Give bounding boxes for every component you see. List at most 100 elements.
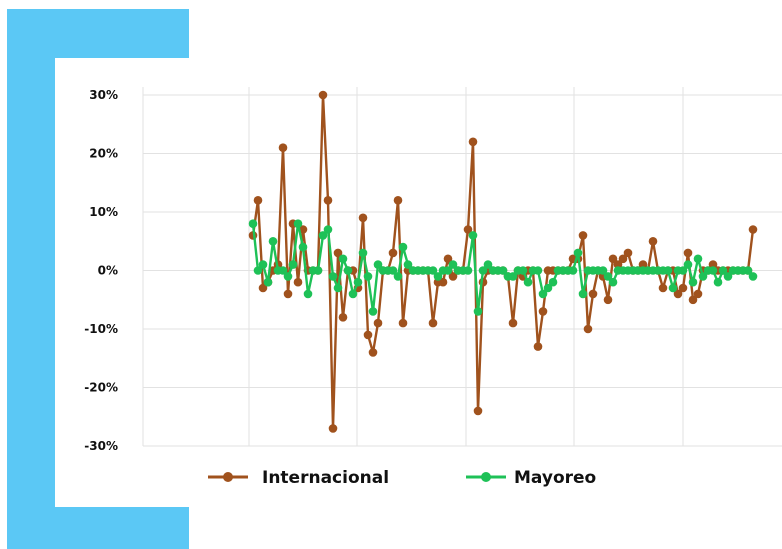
data-point: [443, 266, 453, 275]
data-point: [463, 266, 473, 275]
data-point: [688, 277, 698, 287]
data-point: [678, 266, 688, 275]
data-point: [443, 254, 453, 264]
data-point: [298, 242, 308, 252]
data-point: [318, 90, 328, 100]
y-axis-tick-labels: 30% 20% 10% 0% -10% -20% -30%: [84, 88, 118, 453]
data-point: [623, 248, 633, 258]
data-point: [428, 266, 438, 275]
y-tick-label: -30%: [84, 439, 118, 453]
legend-item-mayoreo: Mayoreo: [466, 468, 596, 488]
data-point: [683, 248, 693, 258]
data-point: [693, 254, 703, 264]
data-point: [353, 277, 363, 287]
data-point: [258, 260, 268, 269]
data-point: [713, 277, 723, 287]
legend-swatch-marker: [223, 472, 233, 482]
data-point: [603, 272, 613, 281]
data-point: [463, 225, 473, 234]
legend-item-internacional: Internacional: [208, 468, 389, 488]
data-point: [523, 277, 533, 287]
data-point: [403, 260, 413, 269]
data-point: [718, 266, 728, 275]
data-point: [268, 237, 278, 246]
data-point: [328, 424, 338, 433]
data-point: [568, 266, 578, 275]
data-point: [478, 266, 488, 275]
data-point: [508, 318, 518, 328]
data-point: [498, 266, 508, 275]
data-point: [293, 277, 303, 287]
data-point: [388, 248, 398, 258]
data-point: [363, 330, 373, 340]
data-point: [318, 231, 328, 240]
data-point: [368, 348, 378, 357]
data-point: [373, 260, 383, 269]
data-point: [468, 231, 478, 240]
legend-label: Mayoreo: [514, 468, 596, 488]
data-point: [373, 318, 383, 328]
data-point: [618, 254, 628, 264]
data-point: [508, 272, 518, 281]
legend: Internacional Mayoreo: [208, 468, 596, 488]
data-point: [708, 266, 718, 275]
data-point: [278, 143, 288, 152]
data-point: [328, 272, 338, 281]
series-line: [251, 93, 755, 430]
data-point: [448, 272, 458, 281]
data-point: [603, 295, 613, 305]
data-point: [673, 289, 683, 299]
data-point: [543, 283, 553, 293]
data-point: [663, 266, 673, 275]
data-point: [368, 307, 378, 316]
data-point: [743, 266, 753, 275]
data-point: [583, 324, 593, 334]
data-point: [483, 260, 493, 269]
data-point: [678, 283, 688, 293]
data-point: [688, 295, 698, 305]
data-point: [448, 260, 458, 269]
data-point: [263, 277, 273, 287]
data-point: [288, 260, 298, 269]
legend-swatch-marker: [481, 472, 491, 482]
data-point: [338, 313, 348, 322]
data-point: [253, 196, 263, 205]
data-point: [313, 266, 323, 275]
data-point: [748, 225, 758, 234]
y-tick-label: 10%: [89, 205, 118, 219]
data-point: [668, 283, 678, 293]
data-point: [283, 289, 293, 299]
data-point: [518, 266, 528, 275]
data-point: [323, 196, 333, 205]
data-point: [363, 272, 373, 281]
data-point: [248, 219, 258, 228]
data-point: [538, 289, 548, 299]
data-point: [538, 307, 548, 316]
data-point: [398, 242, 408, 252]
data-point: [533, 266, 543, 275]
data-point: [598, 266, 608, 275]
data-point: [303, 289, 313, 299]
data-point: [708, 260, 718, 269]
data-point: [683, 260, 693, 269]
data-point: [573, 248, 583, 258]
data-point: [258, 283, 268, 293]
data-point: [388, 266, 398, 275]
series-internacional: [248, 90, 758, 433]
data-point: [638, 260, 648, 269]
data-point: [323, 225, 333, 234]
data-point: [358, 248, 368, 258]
series-mayoreo: [248, 219, 758, 316]
data-point: [393, 196, 403, 205]
y-tick-label: 30%: [89, 88, 118, 102]
data-point: [343, 266, 353, 275]
data-point: [398, 318, 408, 328]
data-point: [613, 260, 623, 269]
y-tick-label: 0%: [98, 264, 118, 278]
data-point: [428, 318, 438, 328]
legend-label: Internacional: [262, 468, 389, 488]
data-point: [578, 231, 588, 240]
data-point: [293, 219, 303, 228]
data-point: [473, 307, 483, 316]
